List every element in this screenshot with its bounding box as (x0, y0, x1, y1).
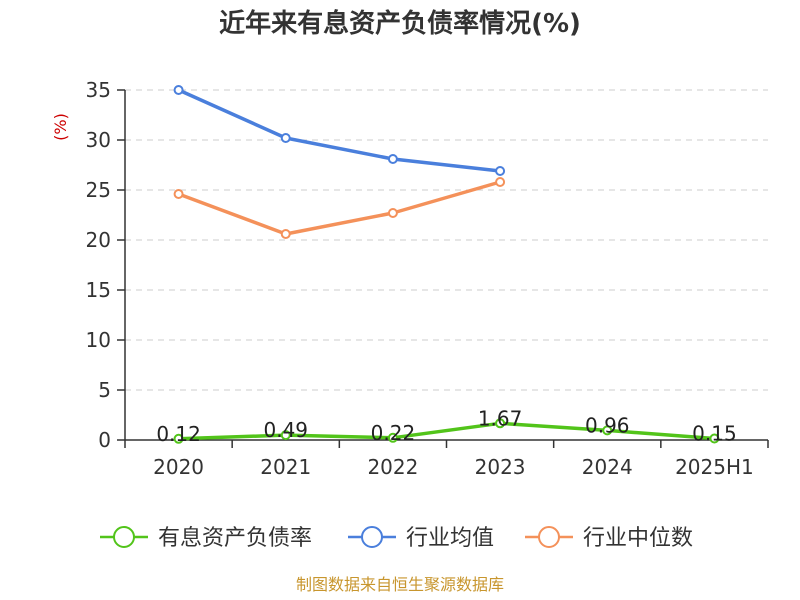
series-lines (173, 85, 720, 444)
legend-item[interactable]: 行业中位数 (525, 526, 693, 551)
data-label: 0.15 (692, 422, 737, 446)
legend-item[interactable]: 有息资产负债率 (100, 526, 312, 551)
y-tick-label: 0 (98, 428, 111, 452)
y-tick-label: 20 (86, 228, 111, 252)
legend-marker (361, 526, 383, 548)
x-tick-label: 2020 (153, 455, 204, 479)
data-point[interactable] (495, 418, 506, 429)
series-line (177, 180, 501, 236)
data-labels: 0.12 0.49 0.22 1.67 0.96 0.15 (156, 406, 736, 446)
data-point[interactable] (280, 430, 291, 441)
data-point[interactable] (387, 154, 398, 164)
y-tick-label: 35 (86, 78, 111, 102)
x-tick-label: 2023 (475, 455, 526, 479)
y-tick-label: 30 (86, 128, 111, 152)
x-tick-label: 2021 (260, 455, 311, 479)
legend-label: 行业中位数 (583, 526, 693, 551)
legend-marker (538, 526, 560, 548)
data-label: 0.12 (156, 422, 201, 446)
legend-label: 有息资产负债率 (158, 526, 312, 551)
y-axis-label: (%) (51, 113, 70, 141)
data-point[interactable] (173, 189, 184, 199)
data-point[interactable] (173, 433, 184, 444)
data-label: 0.22 (371, 421, 416, 445)
y-tick-label: 15 (86, 278, 111, 302)
y-tick-label: 5 (98, 378, 111, 402)
data-point[interactable] (173, 85, 184, 95)
data-point[interactable] (495, 177, 506, 187)
series-line (178, 421, 715, 441)
data-label: 0.49 (263, 418, 308, 442)
data-point[interactable] (602, 425, 613, 436)
legend[interactable]: 有息资产负债率 行业均值 行业中位数 (100, 526, 693, 551)
data-point[interactable] (280, 133, 291, 143)
x-tick-label: 2025H1 (675, 455, 754, 479)
axes: 0 5 10 15 20 25 30 35 2020 2021 2022 2023 2024 2025H1 (86, 78, 769, 479)
series-line (177, 88, 501, 173)
data-label: 1.67 (478, 406, 523, 430)
data-point[interactable] (280, 229, 291, 239)
data-point[interactable] (387, 432, 398, 443)
data-label: 0.96 (585, 413, 630, 437)
grid-lines (125, 89, 768, 391)
legend-label: 行业均值 (406, 526, 494, 551)
data-point[interactable] (495, 166, 506, 176)
x-tick-label: 2022 (367, 455, 418, 479)
source-note: 制图数据来自恒生聚源数据库 (296, 575, 504, 594)
legend-item[interactable]: 行业均值 (348, 526, 494, 551)
chart-title: 近年来有息资产负债率情况(%) (219, 8, 581, 39)
y-tick-label: 25 (86, 178, 111, 202)
x-tick-label: 2024 (582, 455, 633, 479)
data-point[interactable] (709, 433, 720, 444)
y-tick-label: 10 (86, 328, 111, 352)
legend-marker (113, 526, 135, 548)
data-point[interactable] (387, 208, 398, 218)
